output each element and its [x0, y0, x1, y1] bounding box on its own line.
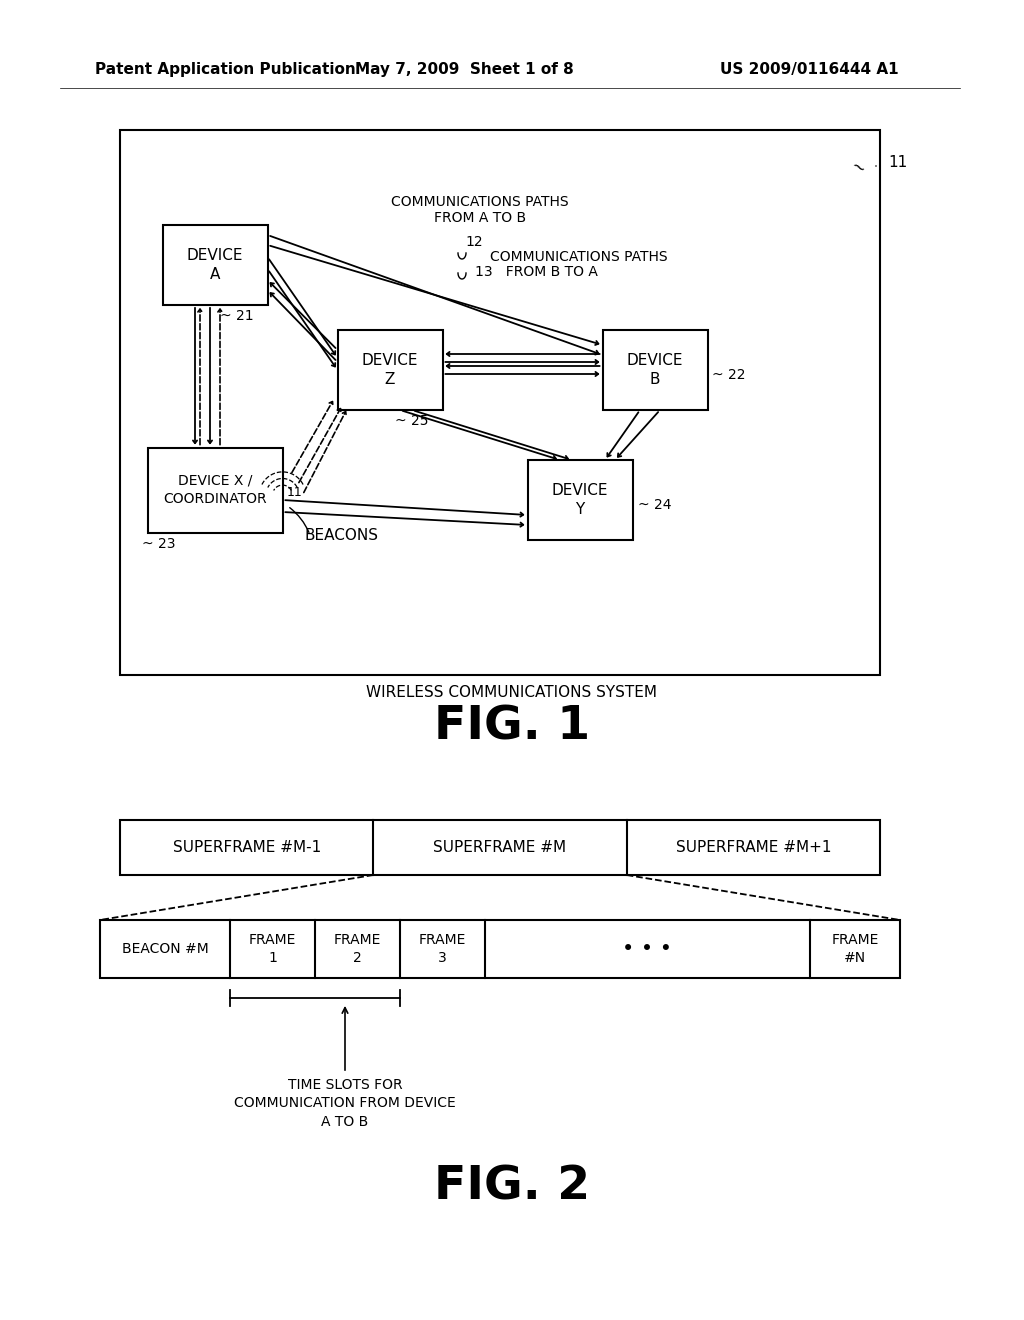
- Text: Patent Application Publication: Patent Application Publication: [95, 62, 355, 77]
- Bar: [147, 447, 283, 532]
- Text: BEACONS: BEACONS: [305, 528, 379, 543]
- Text: WIRELESS COMMUNICATIONS SYSTEM: WIRELESS COMMUNICATIONS SYSTEM: [367, 685, 657, 700]
- Text: ~ 22: ~ 22: [713, 368, 746, 381]
- Text: May 7, 2009  Sheet 1 of 8: May 7, 2009 Sheet 1 of 8: [355, 62, 573, 77]
- Text: US 2009/0116444 A1: US 2009/0116444 A1: [720, 62, 899, 77]
- Text: DEVICE
B: DEVICE B: [627, 352, 683, 387]
- Text: FIG. 1: FIG. 1: [434, 705, 590, 750]
- Bar: [163, 224, 267, 305]
- Text: FRAME
3: FRAME 3: [419, 933, 466, 965]
- Text: • • •: • • •: [623, 939, 673, 960]
- Text: ~ 24: ~ 24: [638, 498, 671, 512]
- Text: 11: 11: [888, 154, 907, 170]
- Text: FRAME
2: FRAME 2: [334, 933, 381, 965]
- Text: FRAME
#N: FRAME #N: [831, 933, 879, 965]
- Bar: [120, 820, 880, 875]
- Text: SUPERFRAME #M: SUPERFRAME #M: [433, 840, 566, 855]
- Text: 11: 11: [287, 487, 302, 499]
- Text: ~ 21: ~ 21: [220, 309, 254, 323]
- Text: SUPERFRAME #M+1: SUPERFRAME #M+1: [676, 840, 831, 855]
- Bar: [338, 330, 442, 411]
- Text: 12: 12: [465, 235, 482, 249]
- Text: FRAME
1: FRAME 1: [249, 933, 296, 965]
- Text: DEVICE
Y: DEVICE Y: [552, 483, 608, 517]
- Text: DEVICE
A: DEVICE A: [186, 248, 244, 282]
- Text: TIME SLOTS FOR
COMMUNICATION FROM DEVICE
A TO B: TIME SLOTS FOR COMMUNICATION FROM DEVICE…: [234, 1078, 456, 1129]
- Bar: [100, 920, 900, 978]
- Bar: [527, 459, 633, 540]
- Text: FIG. 2: FIG. 2: [434, 1166, 590, 1210]
- Text: DEVICE
Z: DEVICE Z: [361, 352, 418, 387]
- Text: ~: ~: [847, 157, 868, 180]
- Bar: [602, 330, 708, 411]
- Text: COMMUNICATIONS PATHS: COMMUNICATIONS PATHS: [490, 249, 668, 264]
- Text: COMMUNICATIONS PATHS
FROM A TO B: COMMUNICATIONS PATHS FROM A TO B: [391, 195, 568, 226]
- Text: DEVICE X /
COORDINATOR: DEVICE X / COORDINATOR: [163, 474, 267, 506]
- Text: BEACON #M: BEACON #M: [122, 942, 208, 956]
- Bar: [120, 129, 880, 675]
- Text: SUPERFRAME #M-1: SUPERFRAME #M-1: [172, 840, 321, 855]
- Text: ~ 25: ~ 25: [395, 414, 428, 428]
- Text: 13   FROM B TO A: 13 FROM B TO A: [475, 265, 598, 279]
- Text: ~ 23: ~ 23: [142, 536, 176, 550]
